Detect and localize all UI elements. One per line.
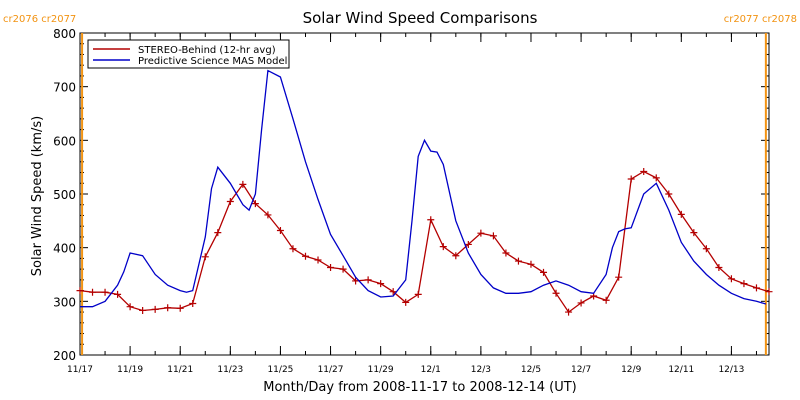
plot-area: 200 300 400 500 600 700 800 11/17 11/19 11/21 11/2… <box>3 14 797 375</box>
data-point <box>652 174 660 182</box>
data-point <box>540 268 548 276</box>
x-axis-label: Month/Day from 2008-11-17 to 2008-12-14 … <box>263 380 576 395</box>
data-point <box>527 260 535 268</box>
data-point <box>327 264 335 272</box>
data-point <box>627 175 635 183</box>
x-tick-label: 11/29 <box>368 365 394 375</box>
carrington-marker-label: cr2077 cr2078 <box>724 14 797 25</box>
chart-title: Solar Wind Speed Comparisons <box>303 9 538 27</box>
data-point <box>477 229 485 237</box>
x-tick-label: 12/9 <box>621 365 641 375</box>
data-point <box>239 180 247 188</box>
stereo-behind-line <box>79 170 770 314</box>
data-point <box>765 288 773 296</box>
data-point <box>414 290 422 298</box>
data-point <box>314 256 322 264</box>
data-point <box>402 298 410 306</box>
legend-box <box>87 39 290 69</box>
y-tick-label: 500 <box>53 188 76 202</box>
data-point <box>126 303 134 311</box>
legend-label: STEREO-Behind (12-hr avg) <box>138 45 276 56</box>
data-point <box>176 304 184 312</box>
data-point <box>677 210 685 218</box>
data-point <box>264 211 272 219</box>
data-point <box>665 190 673 198</box>
data-point <box>214 229 222 237</box>
x-tick-label: 12/5 <box>521 365 541 375</box>
data-point <box>565 308 573 316</box>
data-point <box>452 252 460 260</box>
y-axis-label: Solar Wind Speed (km/s) <box>30 116 45 276</box>
x-tick-label: 12/13 <box>718 365 744 375</box>
mas-model-line <box>80 69 767 308</box>
carrington-marker-label: cr2076 cr2077 <box>3 14 76 25</box>
data-point <box>76 287 84 295</box>
y-tick-label: 600 <box>53 134 76 148</box>
data-point <box>89 288 97 296</box>
data-point <box>602 296 610 304</box>
data-point <box>301 252 309 260</box>
data-point <box>164 304 172 312</box>
data-point <box>514 257 522 265</box>
x-tick-label: 12/7 <box>571 365 591 375</box>
legend: STEREO-Behind (12-hr avg)Predictive Scie… <box>87 39 290 69</box>
data-point <box>489 232 497 240</box>
data-point <box>577 299 585 307</box>
data-point <box>101 288 109 296</box>
data-point <box>640 167 648 175</box>
data-point <box>439 243 447 251</box>
data-point <box>615 273 623 281</box>
x-tick-label: 12/1 <box>421 365 441 375</box>
data-point <box>715 264 723 272</box>
y-tick-label: 400 <box>53 242 76 256</box>
data-point <box>502 249 510 257</box>
data-point <box>189 299 197 307</box>
x-tick-label: 11/21 <box>167 365 193 375</box>
data-point <box>251 200 259 208</box>
x-tick-label: 11/25 <box>267 365 293 375</box>
data-point <box>339 265 347 273</box>
data-point <box>427 216 435 224</box>
data-point <box>752 284 760 292</box>
data-point <box>464 240 472 248</box>
data-point <box>364 276 372 284</box>
data-point <box>702 245 710 253</box>
legend-label: Predictive Science MAS Model <box>138 56 287 67</box>
y-tick-label: 300 <box>53 295 76 309</box>
data-point <box>289 245 297 253</box>
data-point <box>151 305 159 313</box>
y-tick-label: 700 <box>53 81 76 95</box>
data-point <box>201 253 209 261</box>
y-tick-label: 800 <box>53 27 76 41</box>
data-point <box>352 277 360 285</box>
data-point <box>114 290 122 298</box>
data-point <box>377 280 385 288</box>
data-point <box>690 229 698 237</box>
data-point <box>139 306 147 314</box>
x-tick-label: 11/23 <box>217 365 243 375</box>
x-tick-label: 11/19 <box>117 365 143 375</box>
data-point <box>389 288 397 296</box>
x-tick-label: 11/17 <box>67 365 93 375</box>
x-tick-label: 11/27 <box>318 365 344 375</box>
x-tick-label: 12/3 <box>471 365 491 375</box>
data-point <box>552 289 560 297</box>
data-point <box>226 198 234 206</box>
data-point <box>276 226 284 234</box>
y-tick-label: 200 <box>53 349 76 363</box>
data-point <box>727 275 735 283</box>
data-point <box>740 280 748 288</box>
x-tick-label: 12/11 <box>668 365 694 375</box>
